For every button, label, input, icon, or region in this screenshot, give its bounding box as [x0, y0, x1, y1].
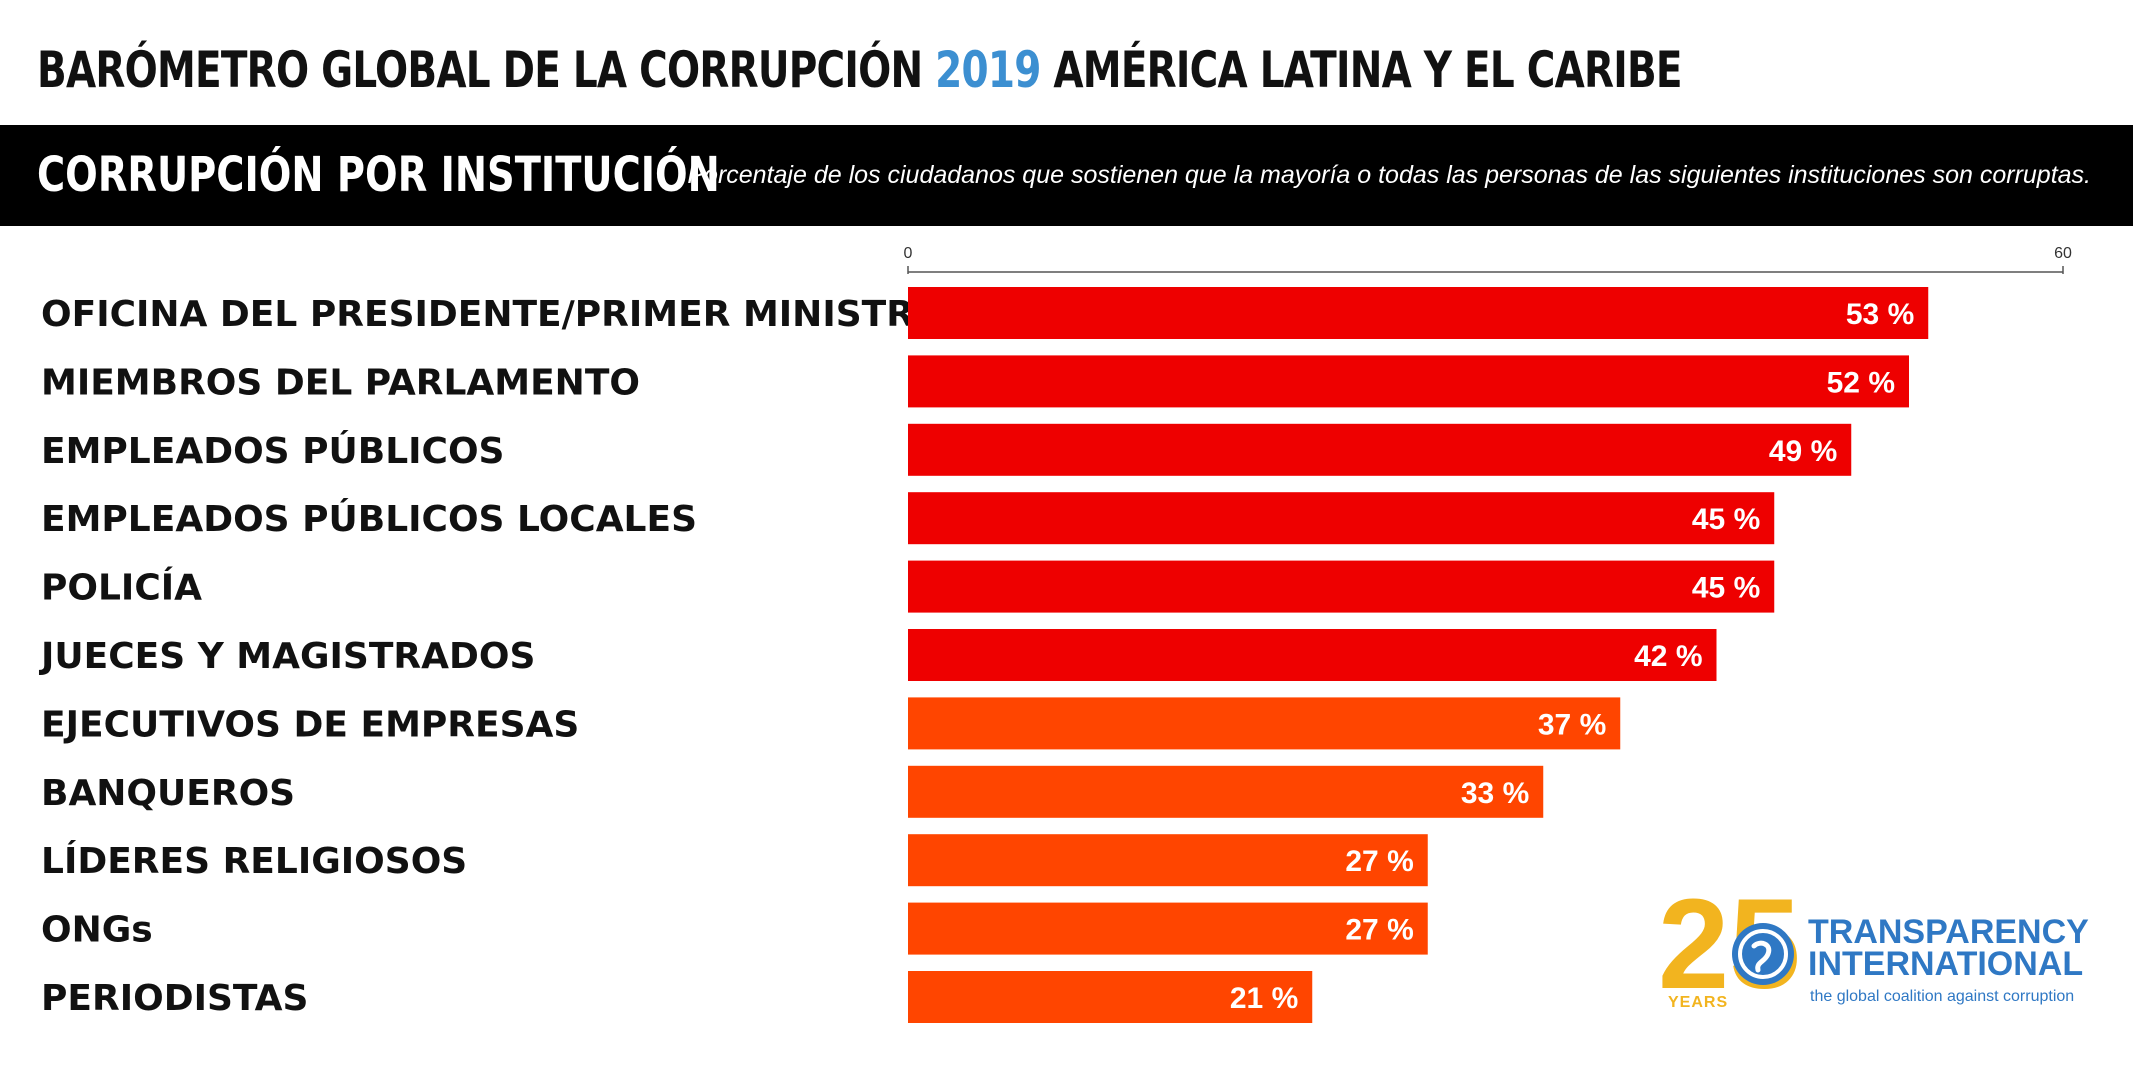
bar: [908, 492, 1775, 545]
bar-value-label: 45 %: [1692, 503, 1760, 536]
bar: [908, 629, 1717, 681]
category-label: LÍDERES RELIGIOSOS: [41, 840, 467, 882]
section-header-band: CORRUPCIÓN POR INSTITUCIÓN Porcentaje de…: [0, 125, 2133, 226]
category-label: ONGs: [41, 910, 153, 951]
title-region: AMÉRICA LATINA Y EL CARIBE: [1040, 41, 1682, 99]
bar: [908, 697, 1621, 750]
logo-years: YEARS: [1668, 994, 1729, 1011]
bar-value-label: 49 %: [1769, 435, 1837, 468]
bar: [908, 902, 1428, 955]
bar: [908, 834, 1428, 887]
bar: [908, 287, 1929, 339]
bar-value-label: 21 %: [1230, 982, 1298, 1015]
bar-value-label: 42 %: [1634, 640, 1702, 673]
logo-name: TRANSPARENCY INTERNATIONAL: [1808, 913, 2089, 983]
category-label: EMPLEADOS PÚBLICOS: [41, 430, 504, 472]
bar-value-label: 53 %: [1846, 298, 1914, 331]
bar-value-label: 27 %: [1345, 845, 1413, 878]
bar-value-label: 37 %: [1538, 708, 1606, 741]
bar: [908, 971, 1313, 1023]
title-year: 2019: [935, 41, 1041, 99]
x-tick-label: 0: [904, 245, 913, 262]
category-label: OFICINA DEL PRESIDENTE/PRIMER MINISTRO: [41, 294, 945, 335]
bar-value-label: 45 %: [1692, 572, 1760, 605]
category-label: POLICÍA: [41, 567, 202, 609]
page-title: BARÓMETRO GLOBAL DE LA CORRUPCIÓN 2019 A…: [37, 30, 1683, 110]
category-label: EJECUTIVOS DE EMPRESAS: [41, 704, 579, 745]
logo-name-line1: TRANSPARENCY: [1808, 913, 2089, 951]
bar-value-label: 33 %: [1461, 777, 1529, 810]
logo-25-emblem: 25: [1660, 873, 1800, 1016]
section-title: CORRUPCIÓN POR INSTITUCIÓN: [37, 147, 720, 203]
bar: [908, 423, 1852, 476]
bar: [908, 355, 1909, 408]
bar: [908, 560, 1775, 613]
logo-tagline: the global coalition against corruption: [1810, 988, 2075, 1005]
x-tick-label: 60: [2054, 245, 2072, 262]
bar: [908, 765, 1544, 818]
globe-figure: [1751, 940, 1772, 973]
category-label: PERIODISTAS: [41, 978, 308, 1019]
section-subtitle: Porcentaje de los ciudadanos que sostien…: [687, 161, 2091, 189]
category-label: EMPLEADOS PÚBLICOS LOCALES: [41, 498, 697, 540]
category-label: MIEMBROS DEL PARLAMENTO: [41, 362, 640, 403]
bar-value-label: 52 %: [1827, 366, 1895, 399]
transparency-international-logo: 25 YEARS TRANSPARENCY INTERNATIONAL the g…: [1660, 870, 2090, 1020]
globe-ring: [1738, 929, 1788, 979]
bar-value-label: 27 %: [1345, 914, 1413, 947]
category-label: BANQUEROS: [41, 773, 295, 814]
title-main: BARÓMETRO GLOBAL DE LA CORRUPCIÓN: [37, 41, 936, 99]
logo-name-line2: INTERNATIONAL: [1808, 945, 2084, 983]
category-label: JUECES Y MAGISTRADOS: [38, 636, 535, 677]
